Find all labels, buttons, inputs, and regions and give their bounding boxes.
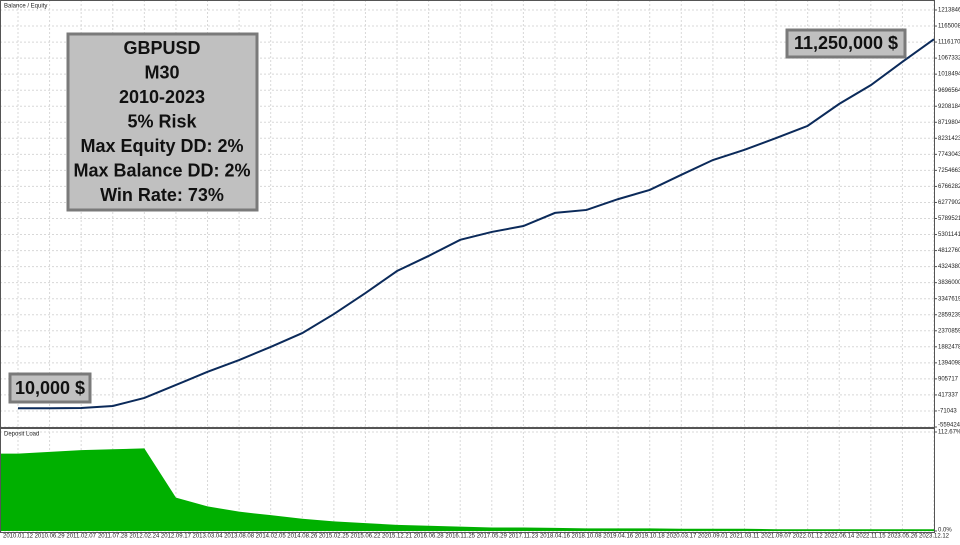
y-tick-label: 8231423 <box>938 136 960 142</box>
x-tick-label: 2017.11.23 <box>509 534 539 540</box>
y-tick-label: 112.67% <box>938 430 960 436</box>
end-label-box <box>785 28 907 59</box>
x-tick-label: 2021.09.07 <box>761 534 792 540</box>
y-tick-label: 3347619 <box>938 296 960 302</box>
x-tick-label: 2017.05.29 <box>477 534 508 540</box>
y-tick-label: 8719804 <box>938 120 960 126</box>
deposit-load-area <box>0 448 934 531</box>
y-tick-label: 0.0% <box>938 528 952 534</box>
x-tick-label: 2015.02.25 <box>319 534 350 540</box>
x-tick-label: 2011.07.28 <box>98 534 128 540</box>
end-label: 11,250,000 $ <box>794 33 898 53</box>
x-tick-label: 2013.08.08 <box>224 534 255 540</box>
y-tick-label: 1882478 <box>938 344 960 350</box>
x-tick-label: 2015.12.21 <box>382 534 413 540</box>
y-tick-label: 7743043 <box>938 152 960 158</box>
x-tick-label: 2022.06.14 <box>824 534 855 540</box>
y-tick-label: 11650086 <box>938 24 960 30</box>
y-tick-label: 10184945 <box>938 72 960 78</box>
y-tick-label: 4324380 <box>938 264 960 270</box>
x-tick-label: 2011.02.07 <box>66 534 96 540</box>
start-label: 10,000 $ <box>15 378 85 398</box>
y-tick-label: 6766282 <box>938 184 960 190</box>
x-tick-label: 2010.01.12 <box>3 534 34 540</box>
y-tick-label: 10673325 <box>938 56 960 62</box>
plot-frame <box>0 0 935 428</box>
x-tick-label: 2018.10.08 <box>572 534 603 540</box>
y-tick-label: 6277902 <box>938 200 960 206</box>
y-tick-label: 905717 <box>938 376 959 382</box>
y-tick-label: 5301141 <box>938 232 960 238</box>
y-tick-label: 2370859 <box>938 328 960 334</box>
y-tick-label: 417337 <box>938 393 959 399</box>
y-tick-label: 4812760 <box>938 248 960 254</box>
x-tick-label: 2016.11.25 <box>445 534 475 540</box>
y-tick-label: 9208184 <box>938 104 960 110</box>
x-tick-label: 2014.02.05 <box>256 534 287 540</box>
x-tick-label: 2022.11.15 <box>856 534 886 540</box>
y-tick-label: 2859239 <box>938 312 960 318</box>
y-tick-label: -71043 <box>938 409 957 415</box>
x-tick-label: 2022.01.12 <box>793 534 824 540</box>
x-tick-label: 2015.06.22 <box>350 534 381 540</box>
info-box-line: Win Rate: 73% <box>100 185 224 205</box>
info-box-line: 5% Risk <box>127 111 197 131</box>
x-tick-label: 2013.03.04 <box>193 534 224 540</box>
x-tick-label: 2012.09.17 <box>161 534 192 540</box>
x-tick-label: 2010.06.29 <box>35 534 66 540</box>
y-tick-label: 9696564 <box>938 88 960 94</box>
x-tick-label: 2016.06.28 <box>414 534 445 540</box>
x-tick-label: 2020.03.17 <box>666 534 697 540</box>
y-tick-label: 3836000 <box>938 280 960 286</box>
y-tick-label: 1394098 <box>938 360 960 366</box>
panel-title: Balance / Equity <box>4 4 47 10</box>
x-tick-label: 2020.09.01 <box>698 534 729 540</box>
y-tick-label: 5789521 <box>938 216 960 222</box>
x-tick-label: 2023.12.12 <box>919 534 950 540</box>
panel-title: Deposit Load <box>4 432 39 438</box>
y-tick-label: 7254663 <box>938 168 960 174</box>
x-tick-label: 2012.02.24 <box>129 534 160 540</box>
info-box-line: M30 <box>144 62 179 82</box>
start-label-box <box>8 372 92 404</box>
y-tick-label: 11161705 <box>938 40 960 46</box>
info-box-line: Max Equity DD: 2% <box>80 136 243 156</box>
y-tick-label: 12138466 <box>938 8 960 14</box>
info-box-line: Max Balance DD: 2% <box>73 160 250 180</box>
info-box-line: 2010-2023 <box>119 87 205 107</box>
x-tick-label: 2019.10.18 <box>635 534 666 540</box>
y-tick-label: -559424 <box>938 423 960 429</box>
plot-frame <box>0 428 935 533</box>
x-tick-label: 2018.04.16 <box>540 534 571 540</box>
x-tick-label: 2019.04.16 <box>603 534 634 540</box>
x-tick-label: 2021.03.11 <box>730 534 760 540</box>
info-box-line: GBPUSD <box>123 38 200 58</box>
x-tick-label: 2014.08.26 <box>287 534 318 540</box>
x-tick-label: 2023.05.26 <box>887 534 918 540</box>
balance-line <box>18 38 935 410</box>
info-box <box>66 32 259 212</box>
